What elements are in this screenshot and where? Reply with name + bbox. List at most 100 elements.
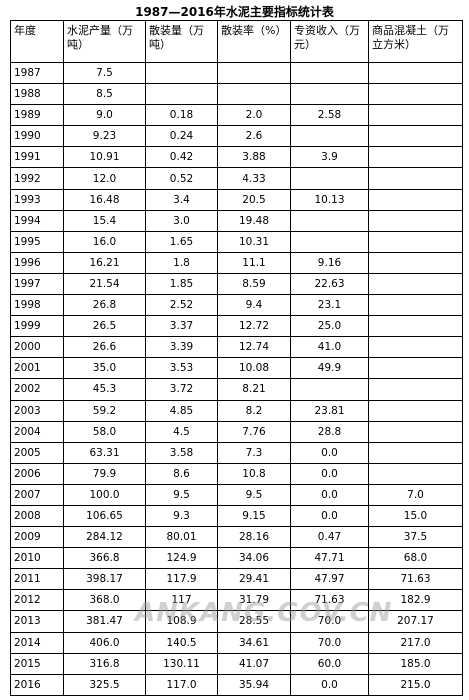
column-header: 商品混凝土（万立方米） (368, 20, 463, 63)
table-cell: 10.91 (63, 146, 146, 169)
table-body: 1987 7.5 1988 8.5 1989 9.0 0.18 2.0 2.58 1990 9.23… (10, 61, 463, 696)
table-cell: 0.0 (290, 483, 369, 506)
table-cell: 8.21 (217, 378, 291, 401)
table-row: 2016 325.5 117.0 35.94 0.0 215.0 (10, 673, 463, 696)
table-cell: 100.0 (63, 483, 146, 506)
table-cell: 1.85 (145, 272, 218, 296)
table-cell: 26.6 (63, 336, 146, 359)
table-cell (145, 83, 218, 106)
table-cell: 8.59 (217, 272, 291, 296)
table-cell (368, 441, 463, 464)
table-cell: 45.3 (63, 378, 146, 401)
column-header: 专资收入（万元） (290, 20, 369, 63)
table-cell: 35.94 (217, 673, 291, 696)
table-cell: 9.3 (145, 504, 218, 528)
table-row: 2009 284.12 80.01 28.16 0.47 37.5 (10, 526, 463, 549)
table-cell: 16.21 (63, 251, 146, 274)
table-cell: 28.55 (217, 610, 291, 633)
table-cell: 20.5 (217, 188, 291, 211)
table-cell: 3.58 (145, 441, 218, 464)
table-cell: 2010 (10, 547, 64, 570)
table-row: 2011 398.17 117.9 29.41 47.97 71.63 (10, 568, 463, 591)
table-cell: 49.9 (290, 357, 369, 380)
table-cell: 1993 (10, 188, 64, 211)
table-cell: 406.0 (63, 631, 146, 654)
table-cell: 4.33 (217, 167, 291, 190)
table-cell: 23.81 (290, 399, 369, 422)
table-cell: 9.16 (290, 251, 369, 274)
table-cell: 381.47 (63, 610, 146, 633)
table-cell (368, 315, 463, 338)
table-cell: 0.0 (290, 504, 369, 528)
table-cell: 80.01 (145, 526, 218, 549)
table-cell: 316.8 (63, 652, 146, 675)
table-cell: 1995 (10, 230, 64, 253)
table-cell: 140.5 (145, 631, 218, 654)
table-cell (368, 251, 463, 274)
table-cell: 10.8 (217, 462, 291, 485)
table-cell: 8.5 (63, 83, 146, 106)
table-row: 1991 10.91 0.42 3.88 3.9 (10, 146, 463, 169)
table-cell: 26.5 (63, 315, 146, 338)
table-cell: 366.8 (63, 547, 146, 570)
table-cell: 0.18 (145, 104, 218, 127)
table-cell: 23.1 (290, 294, 369, 317)
table-cell (217, 61, 291, 85)
table-cell: 3.4 (145, 188, 218, 211)
table-cell: 0.42 (145, 146, 218, 169)
table-row: 2012 368.0 117 31.79 71.63 182.9 (10, 589, 463, 612)
column-header: 水泥产量（万吨） (63, 20, 146, 63)
table-cell (368, 420, 463, 443)
table-cell: 1996 (10, 251, 64, 274)
table-cell: 3.9 (290, 146, 369, 169)
watermark: ANKANG.GOV.CN (135, 598, 393, 628)
table-cell: 217.0 (368, 631, 463, 654)
table-cell: 26.8 (63, 294, 146, 317)
table-cell: 35.0 (63, 357, 146, 380)
table-cell: 1.65 (145, 230, 218, 253)
table-row: 1995 16.0 1.65 10.31 (10, 230, 463, 253)
table-cell: 0.47 (290, 526, 369, 549)
table-cell: 10.13 (290, 188, 369, 211)
column-header: 散装率（%） (217, 20, 291, 63)
table-cell: 0.0 (290, 462, 369, 485)
table-cell: 2016 (10, 673, 64, 696)
table-cell: 7.5 (63, 61, 146, 85)
table-row: 1993 16.48 3.4 20.5 10.13 (10, 188, 463, 211)
table-cell: 28.8 (290, 420, 369, 443)
table-cell: 22.63 (290, 272, 369, 296)
table-cell (368, 83, 463, 106)
table-cell (217, 83, 291, 106)
table-cell: 117.0 (145, 673, 218, 696)
table-row: 2014 406.0 140.5 34.61 70.0 217.0 (10, 631, 463, 654)
table-cell (290, 230, 369, 253)
table-row: 2008 106.65 9.3 9.15 0.0 15.0 (10, 504, 463, 528)
table-cell: 130.11 (145, 652, 218, 675)
table-cell: 8.6 (145, 462, 218, 485)
table-cell (368, 272, 463, 296)
table-row: 1987 7.5 (10, 61, 463, 85)
table-row: 2006 79.9 8.6 10.8 0.0 (10, 462, 463, 485)
table-cell: 182.9 (368, 589, 463, 612)
table-cell (368, 357, 463, 380)
table-cell: 63.31 (63, 441, 146, 464)
table-cell: 2000 (10, 336, 64, 359)
table-row: 1988 8.5 (10, 83, 463, 106)
table-cell: 28.16 (217, 526, 291, 549)
table-title: 1987—2016年水泥主要指标统计表 (135, 5, 334, 19)
table-cell: 325.5 (63, 673, 146, 696)
table-cell: 1994 (10, 209, 64, 232)
table-cell: 2015 (10, 652, 64, 675)
table-cell: 1998 (10, 294, 64, 317)
table-cell: 47.71 (290, 547, 369, 570)
table-cell: 7.76 (217, 420, 291, 443)
table-cell (290, 209, 369, 232)
table-cell: 59.2 (63, 399, 146, 422)
table-cell: 29.41 (217, 568, 291, 591)
table-cell: 4.5 (145, 420, 218, 443)
table-cell: 2012 (10, 589, 64, 612)
table-cell: 12.0 (63, 167, 146, 190)
table-cell: 2003 (10, 399, 64, 422)
table-row: 2003 59.2 4.85 8.2 23.81 (10, 399, 463, 422)
